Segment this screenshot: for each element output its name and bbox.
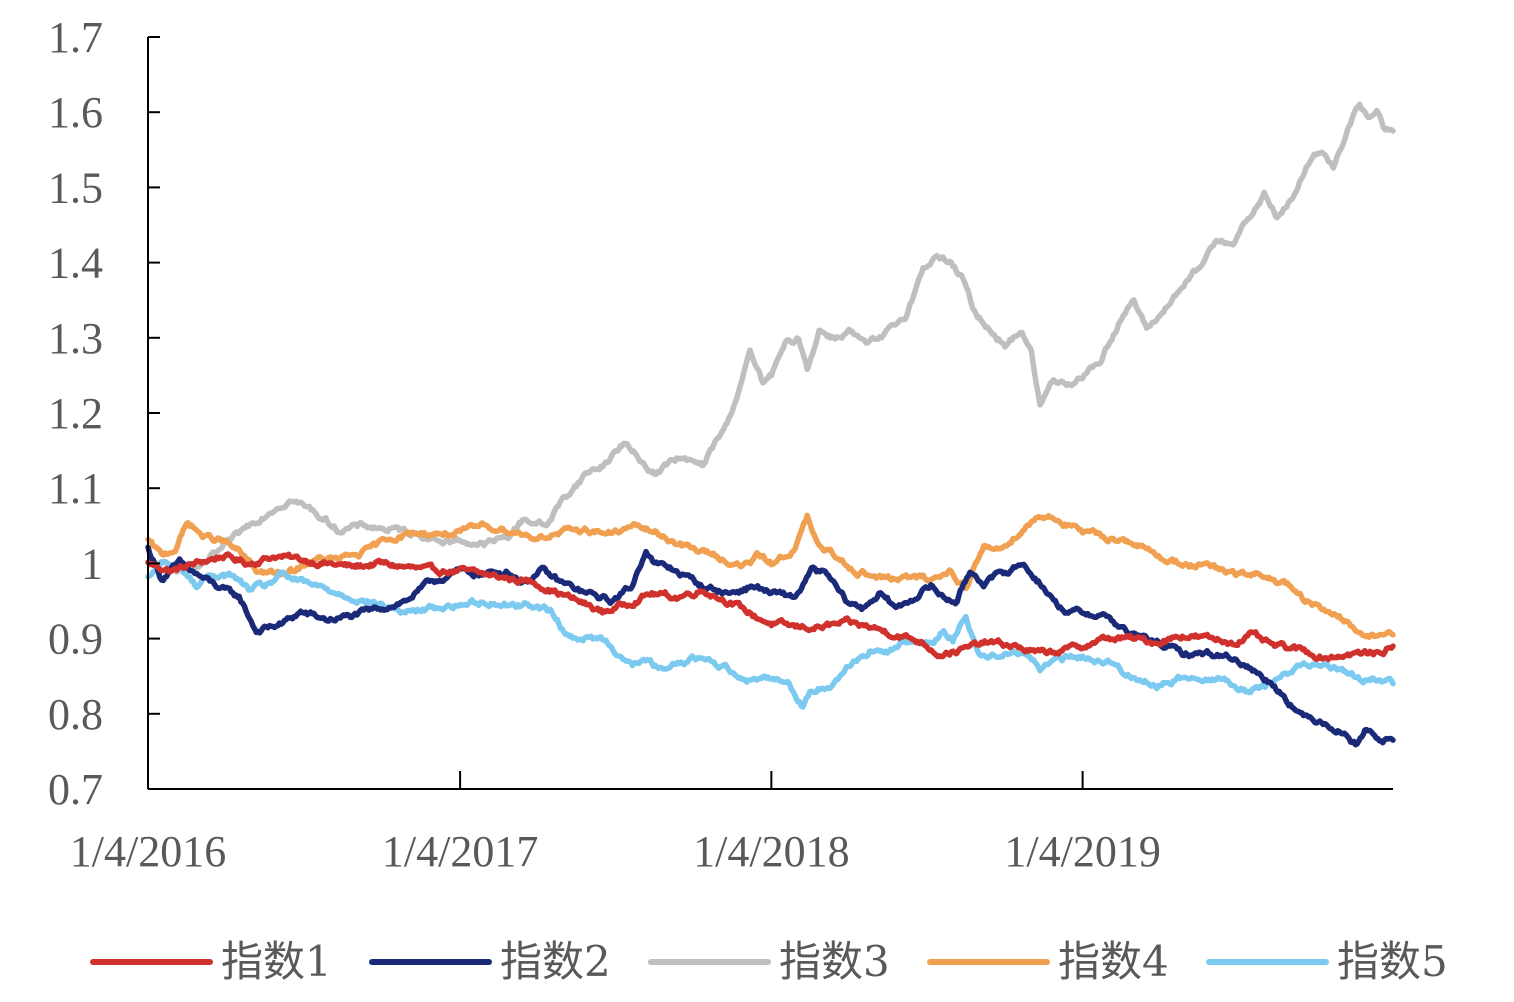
x-tick-label: 1/4/2019	[1004, 827, 1160, 876]
y-tick-label: 1.6	[48, 88, 103, 137]
legend-label-2: 指数2	[500, 937, 611, 986]
series-line-5	[145, 558, 1396, 710]
legend-label-3: 指数3	[779, 937, 890, 986]
legend-label-1: 指数1	[221, 937, 332, 986]
y-tick-label: 0.7	[48, 765, 103, 814]
x-tick-label: 1/4/2017	[382, 827, 538, 876]
y-tick-label: 1.3	[48, 314, 103, 363]
legend-label-4: 指数4	[1058, 937, 1169, 986]
legend: 指数1 指数2 指数3 指数4 指数5	[90, 937, 1448, 986]
series-line-2	[145, 544, 1396, 748]
x-tick-layer: 1/4/2016 1/4/2017 1/4/2018 1/4/2019	[70, 771, 1161, 876]
y-tick-label: 1.5	[48, 163, 103, 212]
y-tick-label: 0.9	[48, 615, 103, 664]
x-tick-label: 1/4/2016	[70, 827, 226, 876]
series-layer	[145, 101, 1396, 748]
series-line-3	[145, 101, 1396, 575]
y-tick-label: 1	[81, 539, 103, 588]
y-tick-label: 1.4	[48, 239, 103, 288]
series-line-1	[145, 551, 1396, 663]
y-tick-label: 1.1	[48, 464, 103, 513]
x-tick-label: 1/4/2018	[693, 827, 849, 876]
y-tick-label: 1.7	[48, 13, 103, 62]
y-tick-label: 0.8	[48, 690, 103, 739]
y-tick-layer: 0.7 0.8 0.9 1 1.1 1.2 1.3 1.4 1.5 1.6 1.7	[48, 13, 160, 814]
legend-label-5: 指数5	[1337, 937, 1448, 986]
y-tick-label: 1.2	[48, 389, 103, 438]
series-line-4	[145, 512, 1396, 640]
